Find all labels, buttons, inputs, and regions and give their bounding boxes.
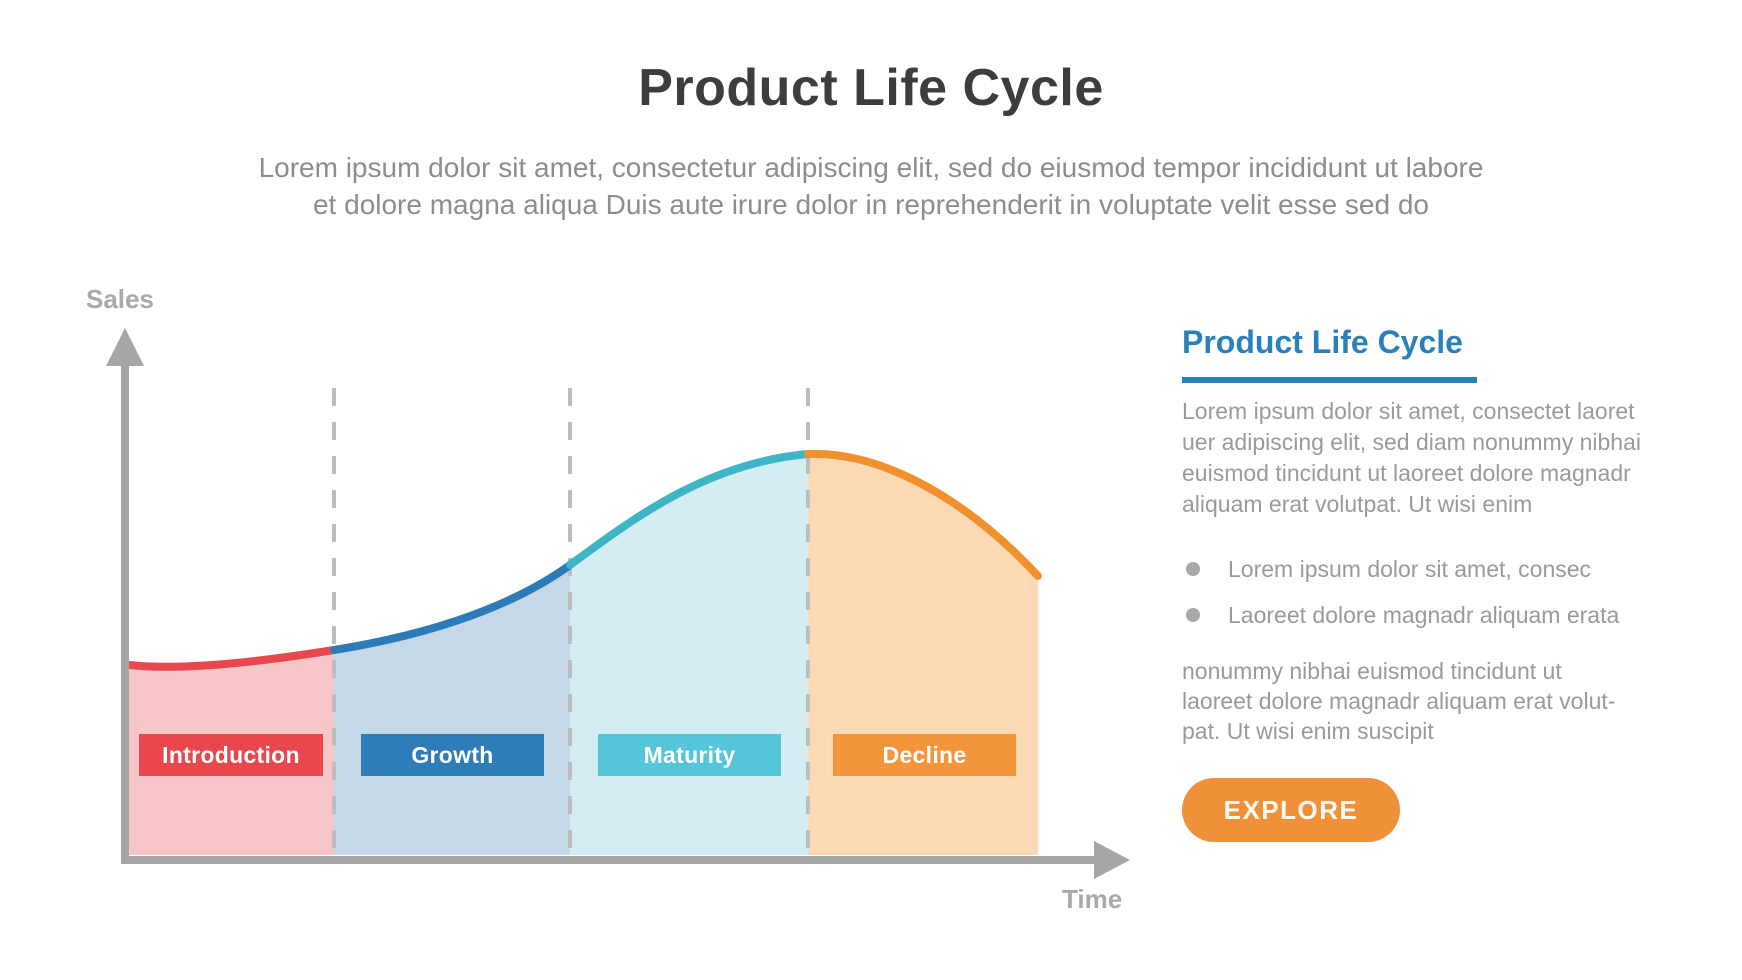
phase-label-introduction-text: Introduction: [162, 741, 300, 768]
bullet-dot-icon: [1186, 562, 1200, 576]
curve-decline: [804, 449, 1042, 580]
panel-paragraph-2-line-3: pat. Ut wisi enim suscipit: [1182, 718, 1434, 744]
page-title: Product Life Cycle: [638, 59, 1104, 117]
bullet-text-1: Lorem ipsum dolor sit amet, consec: [1228, 555, 1592, 582]
phase-label-decline-text: Decline: [882, 741, 967, 768]
panel-heading: Product Life Cycle: [1182, 324, 1463, 360]
phase-label-growth: Growth: [361, 734, 544, 776]
y-axis-arrow-icon: [106, 328, 144, 366]
panel-heading-underline: [1182, 377, 1477, 383]
panel-paragraph-2: nonummy nibhai euismod tincidunt ut laor…: [1182, 656, 1615, 746]
area-growth: [334, 565, 570, 855]
panel-paragraph-1-line-3: euismod tincidunt ut laoreet dolore magn…: [1182, 460, 1631, 486]
panel-paragraph-1: Lorem ipsum dolor sit amet, consectet la…: [1182, 396, 1641, 520]
panel-paragraph-2-line-1: nonummy nibhai euismod tincidunt ut: [1182, 658, 1562, 684]
curve-introduction: [125, 646, 338, 671]
bullet-text-2: Laoreet dolore magnadr aliquam erata: [1228, 601, 1620, 628]
x-axis-arrow-icon: [1094, 841, 1130, 879]
curve-growth: [330, 561, 574, 654]
area-maturity: [570, 454, 808, 855]
panel-paragraph-1-line-2: uer adipiscing elit, sed diam nonummy ni…: [1182, 429, 1641, 455]
bullet-dot-icon: [1186, 608, 1200, 622]
phase-label-maturity-text: Maturity: [643, 741, 736, 768]
explore-button-label: EXPLORE: [1223, 794, 1359, 825]
phase-label-growth-text: Growth: [411, 741, 494, 768]
phase-label-decline: Decline: [833, 734, 1016, 776]
x-axis-label: Time: [1062, 884, 1123, 914]
subtitle-line-1: Lorem ipsum dolor sit amet, consectetur …: [258, 152, 1484, 183]
y-axis-label: Sales: [86, 284, 154, 314]
page-subtitle: Lorem ipsum dolor sit amet, consectetur …: [0, 149, 1742, 223]
phase-label-introduction: Introduction: [139, 734, 323, 776]
list-item: Lorem ipsum dolor sit amet, consec: [1186, 546, 1619, 592]
panel-paragraph-1-line-1: Lorem ipsum dolor sit amet, consectet la…: [1182, 398, 1635, 424]
panel-paragraph-1-line-4: aliquam erat volutpat. Ut wisi enim: [1182, 491, 1533, 517]
panel-paragraph-2-line-2: laoreet dolore magnadr aliquam erat volu…: [1182, 688, 1616, 714]
panel-bullet-list: Lorem ipsum dolor sit amet, consec Laore…: [1186, 546, 1619, 638]
list-item: Laoreet dolore magnadr aliquam erata: [1186, 592, 1619, 638]
phase-label-maturity: Maturity: [598, 734, 781, 776]
area-decline: [808, 453, 1038, 855]
subtitle-line-2: et dolore magna aliqua Duis aute irure d…: [312, 189, 1429, 220]
curve-maturity: [566, 450, 812, 569]
explore-button[interactable]: EXPLORE: [1182, 778, 1400, 842]
